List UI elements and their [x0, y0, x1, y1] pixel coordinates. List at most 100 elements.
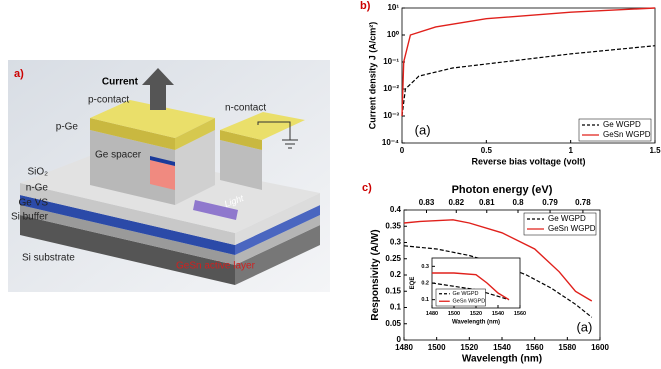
- y-tick-label: 0.3: [421, 264, 429, 270]
- legend-label: Ge WGPD: [603, 120, 641, 129]
- x-tick-label: 1500: [428, 343, 446, 352]
- x2-tick-label: 0.83: [419, 198, 435, 207]
- y-tick-label: 0.3: [390, 238, 402, 247]
- ge-vs-side: [235, 205, 320, 255]
- x2-tick-label: 0.78: [575, 198, 591, 207]
- x-tick-label: 1600: [591, 343, 609, 352]
- gesn-active: [150, 160, 175, 190]
- y-tick-label: 10⁻³: [383, 111, 399, 120]
- data-line: [403, 245, 593, 318]
- label: Si substrate: [22, 253, 75, 264]
- x-tick-label: 1540: [492, 311, 504, 317]
- x-tick-label: 1540: [493, 343, 511, 352]
- data-line: [432, 272, 510, 301]
- si-substrate: [20, 215, 235, 285]
- ge-spacer: [150, 156, 175, 166]
- y-tick-label: 0: [397, 335, 402, 344]
- panel-label: b): [360, 0, 371, 12]
- x-tick-label: 1480: [395, 343, 413, 352]
- y-tick-label: 10¹: [387, 3, 399, 12]
- y-tick-label: 10⁰: [387, 30, 400, 39]
- y-axis-label: Current density J (A/cm²): [368, 22, 378, 130]
- charts: 0 0.5 1 1.5 10⁻⁴ 10⁻³ 10⁻² 10⁻¹ 10⁰ 10¹ Reverse bi…: [360, 0, 661, 365]
- light-beam: [193, 200, 238, 220]
- x2-tick-label: 0.82: [448, 198, 464, 207]
- label: Si buffer: [11, 212, 49, 223]
- n-ridge: [220, 140, 262, 190]
- n-ge-side: [235, 193, 320, 245]
- label: Ge VS: [19, 198, 49, 209]
- si-buffer: [20, 205, 235, 265]
- data-line: [401, 7, 656, 117]
- n-contact-top: [220, 112, 305, 140]
- legend-label: Ge WGPD: [453, 291, 479, 297]
- p-contact-front: [90, 118, 175, 150]
- label: Ge spacer: [95, 150, 142, 161]
- label: SiO₂: [27, 167, 48, 178]
- label: p-Ge: [56, 122, 79, 133]
- y-tick-label: 0.2: [421, 280, 429, 286]
- y-tick-label: 10⁻⁴: [382, 138, 399, 147]
- si-buffer-side: [235, 215, 320, 265]
- x2-tick-label: 0.79: [542, 198, 558, 207]
- legend-label: GeSn WGPD: [453, 299, 486, 305]
- panel-label: c): [362, 182, 372, 194]
- x-axis-label: Reverse bias voltage (volt): [471, 156, 585, 166]
- x-tick-label: 1560: [526, 343, 544, 352]
- x-tick-label: 0.5: [481, 146, 493, 155]
- y-axis-label: Responsivity (A/W): [370, 229, 381, 320]
- y-tick-label: 10⁻²: [383, 84, 399, 93]
- x-tick-label: 1500: [448, 311, 460, 317]
- x-tick-label: 1560: [514, 311, 526, 317]
- label: GeSn active layer: [176, 261, 256, 272]
- label: Current: [102, 77, 139, 88]
- label: n-contact: [225, 103, 266, 114]
- x2-tick-label: 0.81: [479, 198, 495, 207]
- mesa-side: [175, 130, 215, 205]
- si-substrate-side: [235, 225, 320, 285]
- n-contact-front: [220, 130, 262, 150]
- x-tick-label: 1.5: [649, 146, 661, 155]
- x2-tick-label: 0.8: [512, 198, 524, 207]
- x-tick-label: 1580: [558, 343, 576, 352]
- y-axis-label: EQE: [410, 277, 416, 290]
- label: p-contact: [88, 95, 129, 106]
- x-tick-label: 1480: [426, 311, 438, 317]
- x-axis-label: Wavelength (nm): [452, 320, 500, 326]
- x2-axis-label: Photon energy (eV): [452, 184, 553, 196]
- p-contact-top: [90, 100, 215, 138]
- y-tick-label: 0.05: [385, 319, 401, 328]
- y-tick-label: 10⁻¹: [383, 57, 399, 66]
- p-contact-side: [175, 118, 215, 150]
- device-diagram: a) Current p-contact n-contact p-Ge Ge s…: [8, 60, 330, 292]
- n-ge: [20, 183, 235, 245]
- data-line: [403, 219, 593, 302]
- y-tick-label: 0.15: [385, 286, 401, 295]
- y-tick-label: 0.1: [421, 297, 429, 303]
- y-tick-label: 0.4: [390, 205, 402, 214]
- legend-label: GeSn WGPD: [603, 130, 651, 139]
- y-tick-label: 0.2: [390, 270, 402, 279]
- y-tick-label: 0.25: [385, 254, 401, 263]
- current-arrow: [142, 68, 174, 110]
- y-tick-label: 0.1: [390, 303, 402, 312]
- label: n-Ge: [26, 183, 49, 194]
- annotation: (a): [576, 319, 592, 334]
- data-line: [401, 45, 656, 117]
- legend-label: Ge WGPD: [548, 214, 586, 223]
- chart: 1480 1500 1520 1540 1560 0.1 0.2 0.3 Wavelength …: [410, 257, 526, 326]
- chart: 0 0.5 1 1.5 10⁻⁴ 10⁻³ 10⁻² 10⁻¹ 10⁰ 10¹ Reverse bi…: [360, 0, 661, 166]
- x-tick-label: 1520: [470, 311, 482, 317]
- panel-label: a): [14, 68, 24, 80]
- ge-vs: [20, 195, 235, 255]
- x-tick-label: 1: [568, 146, 573, 155]
- x-tick-label: 0: [400, 146, 405, 155]
- p-ge-mesa: [90, 130, 175, 205]
- x-axis-label: Wavelength (nm): [462, 354, 542, 365]
- x-tick-label: 1520: [460, 343, 478, 352]
- annotation: (a): [415, 122, 431, 137]
- wire: [257, 121, 291, 140]
- y-tick-label: 0.35: [385, 221, 401, 230]
- legend-label: GeSn WGPD: [548, 224, 596, 233]
